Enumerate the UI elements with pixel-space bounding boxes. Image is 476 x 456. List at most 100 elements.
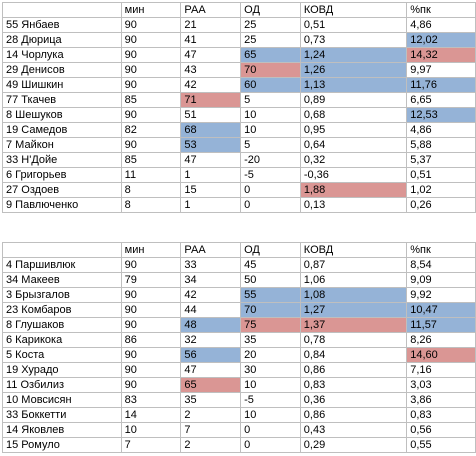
cell-pk: 10,47 bbox=[406, 302, 476, 318]
table-row: 23 Комбаров 90 44 70 1,27 10,47 bbox=[2, 302, 476, 318]
cell-od: 0 bbox=[240, 437, 301, 453]
cell-kovd: 0,83 bbox=[299, 377, 408, 393]
cell-minutes: 90 bbox=[120, 347, 182, 363]
cell-minutes: 90 bbox=[120, 107, 182, 123]
cell-minutes: 7 bbox=[120, 437, 182, 453]
cell-player: 5 Коста bbox=[2, 347, 122, 363]
cell-player: 27 Оздоев bbox=[2, 182, 122, 198]
cell-pk: 5,88 bbox=[406, 137, 476, 153]
cell-player: 49 Шишкин bbox=[2, 77, 122, 93]
cell-od: 10 bbox=[240, 407, 301, 423]
cell-minutes: 90 bbox=[120, 257, 182, 273]
cell-pk: 0,83 bbox=[406, 407, 476, 423]
table-row: 77 Ткачев 85 71 5 0,89 6,65 bbox=[2, 92, 476, 108]
cell-od: 25 bbox=[240, 32, 301, 48]
cell-minutes: 83 bbox=[120, 392, 182, 408]
header-pk: %пк bbox=[406, 242, 476, 258]
cell-pk: 11,57 bbox=[406, 317, 476, 333]
cell-minutes: 8 bbox=[120, 182, 182, 198]
cell-pk: 4,86 bbox=[406, 17, 476, 33]
cell-kovd: 0,73 bbox=[299, 32, 408, 48]
table-row: 28 Дюрица 90 41 25 0,73 12,02 bbox=[2, 32, 476, 48]
cell-raa: 15 bbox=[180, 182, 242, 198]
cell-od: -5 bbox=[240, 167, 301, 183]
cell-raa: 53 bbox=[180, 137, 242, 153]
header-od: ОД bbox=[240, 242, 301, 258]
cell-pk: 9,97 bbox=[406, 62, 476, 78]
cell-kovd: 0,86 bbox=[299, 362, 408, 378]
cell-raa: 44 bbox=[180, 302, 242, 318]
cell-player: 14 Чорлука bbox=[2, 47, 122, 63]
cell-pk: 5,37 bbox=[406, 152, 476, 168]
cell-pk: 12,02 bbox=[406, 32, 476, 48]
header-minutes: мин bbox=[120, 2, 182, 18]
cell-kovd: 1,26 bbox=[299, 62, 408, 78]
cell-od: 60 bbox=[240, 77, 301, 93]
table-row: 14 Чорлука 90 47 65 1,24 14,32 bbox=[2, 47, 476, 63]
cell-od: 45 bbox=[240, 257, 301, 273]
cell-pk: 0,51 bbox=[406, 167, 476, 183]
cell-player: 33 Н'Дойе bbox=[2, 152, 122, 168]
cell-minutes: 90 bbox=[120, 377, 182, 393]
cell-od: 0 bbox=[240, 422, 301, 438]
cell-kovd: 0,29 bbox=[299, 437, 408, 453]
table-row: 14 Яковлев 10 7 0 0,43 0,56 bbox=[2, 422, 476, 438]
table-row: 6 Григорьев 11 1 -5 -0,36 0,51 bbox=[2, 167, 476, 183]
cell-minutes: 90 bbox=[120, 62, 182, 78]
cell-pk: 7,16 bbox=[406, 362, 476, 378]
header-od: ОД bbox=[240, 2, 301, 18]
cell-raa: 51 bbox=[180, 107, 242, 123]
header-kovd: КОВД bbox=[299, 242, 408, 258]
cell-pk: 9,92 bbox=[406, 287, 476, 303]
cell-kovd: 0,78 bbox=[299, 332, 408, 348]
header-row: мин РАА ОД КОВД %пк bbox=[2, 2, 476, 18]
cell-kovd: -0,36 bbox=[299, 167, 408, 183]
cell-kovd: 1,06 bbox=[299, 272, 408, 288]
table-row: 19 Самедов 82 68 10 0,95 4,86 bbox=[2, 122, 476, 138]
cell-player: 23 Комбаров bbox=[2, 302, 122, 318]
cell-raa: 65 bbox=[180, 377, 242, 393]
cell-minutes: 90 bbox=[120, 362, 182, 378]
cell-od: 10 bbox=[240, 377, 301, 393]
header-kovd: КОВД bbox=[299, 2, 408, 18]
cell-od: 5 bbox=[240, 137, 301, 153]
cell-od: 0 bbox=[240, 197, 301, 213]
cell-od: 70 bbox=[240, 62, 301, 78]
cell-pk: 6,65 bbox=[406, 92, 476, 108]
cell-raa: 47 bbox=[180, 362, 242, 378]
cell-pk: 11,76 bbox=[406, 77, 476, 93]
cell-minutes: 90 bbox=[120, 287, 182, 303]
cell-pk: 3,86 bbox=[406, 392, 476, 408]
cell-kovd: 1,24 bbox=[299, 47, 408, 63]
table-row: 3 Брызгалов 90 42 55 1,08 9,92 bbox=[2, 287, 476, 303]
cell-raa: 7 bbox=[180, 422, 242, 438]
cell-raa: 43 bbox=[180, 62, 242, 78]
cell-pk: 0,26 bbox=[406, 197, 476, 213]
cell-player: 9 Павлюченко bbox=[2, 197, 122, 213]
cell-kovd: 0,43 bbox=[299, 422, 408, 438]
cell-kovd: 0,64 bbox=[299, 137, 408, 153]
table-row: 11 Озбилиз 90 65 10 0,83 3,03 bbox=[2, 377, 476, 393]
cell-raa: 34 bbox=[180, 272, 242, 288]
cell-kovd: 1,13 bbox=[299, 77, 408, 93]
cell-od: 10 bbox=[240, 107, 301, 123]
table-row: 15 Ромуло 7 2 0 0,29 0,55 bbox=[2, 437, 476, 453]
cell-minutes: 90 bbox=[120, 137, 182, 153]
table-row: 33 Н'Дойе 85 47 -20 0,32 5,37 bbox=[2, 152, 476, 168]
cell-player: 11 Озбилиз bbox=[2, 377, 122, 393]
cell-kovd: 0,86 bbox=[299, 407, 408, 423]
cell-od: 5 bbox=[240, 92, 301, 108]
cell-minutes: 90 bbox=[120, 47, 182, 63]
cell-player: 55 Янбаев bbox=[2, 17, 122, 33]
cell-kovd: 0,32 bbox=[299, 152, 408, 168]
cell-od: 50 bbox=[240, 272, 301, 288]
cell-raa: 48 bbox=[180, 317, 242, 333]
cell-kovd: 0,51 bbox=[299, 17, 408, 33]
header-raa: РАА bbox=[180, 2, 242, 18]
cell-player: 14 Яковлев bbox=[2, 422, 122, 438]
header-pk: %пк bbox=[406, 2, 476, 18]
cell-kovd: 1,08 bbox=[299, 287, 408, 303]
table-row: 27 Оздоев 8 15 0 1,88 1,02 bbox=[2, 182, 476, 198]
cell-raa: 47 bbox=[180, 152, 242, 168]
cell-raa: 42 bbox=[180, 77, 242, 93]
